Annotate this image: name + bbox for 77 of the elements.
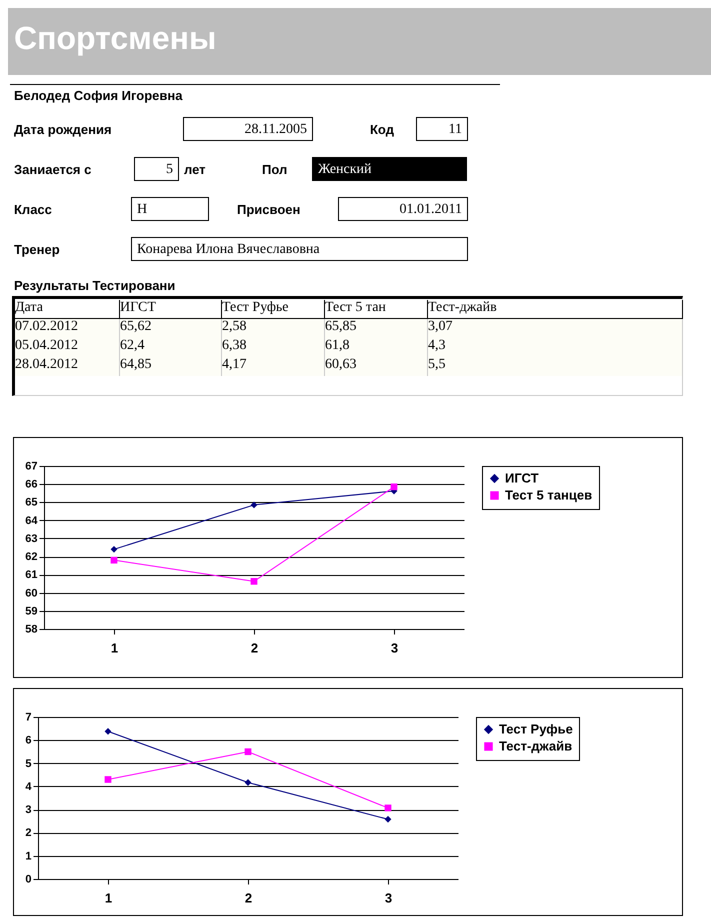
point (104, 728, 112, 735)
text: ИГСТ (120, 300, 222, 319)
y-tick-label: 65 (25, 496, 38, 509)
point (244, 779, 252, 786)
legend-label: Тест 5 танцев (505, 488, 592, 502)
x-tick-label: 1 (104, 890, 112, 906)
text: Пол (262, 162, 288, 177)
text: 3,07 (428, 319, 683, 338)
y-tick-label: 4 (25, 780, 32, 793)
y-tick-label: 3 (25, 804, 32, 816)
text: 65,85 (325, 319, 428, 338)
text: 65,62 (120, 319, 222, 338)
text: 4,17 (222, 357, 325, 376)
y-tick-label: 62 (25, 551, 38, 564)
text: 05.04.2012 (15, 338, 120, 357)
text: 4,3 (428, 338, 683, 357)
point (110, 556, 118, 564)
text: 07.02.2012 (15, 319, 120, 338)
y-tick-label: 61 (25, 569, 38, 582)
text: Присвоен (237, 202, 300, 217)
text: Код (370, 122, 394, 137)
legend-label: ИГСТ (505, 470, 539, 486)
text: 5 (134, 157, 179, 181)
text: 64,85 (120, 357, 222, 376)
y-tick-label: 63 (25, 532, 38, 545)
text: 60,63 (325, 357, 428, 376)
text: Дата (15, 300, 120, 319)
x-tick-label: 2 (244, 890, 252, 906)
point (244, 748, 252, 756)
y-tick-label: 0 (25, 874, 32, 886)
text: Тест Руфье (222, 300, 325, 319)
point (390, 483, 398, 490)
x-tick-label: 2 (250, 640, 258, 656)
text: лет (184, 162, 206, 177)
x-tick-label: 3 (390, 640, 398, 656)
text: Белодед София Игоревна (14, 88, 182, 103)
y-tick-label: 7 (25, 712, 32, 724)
point (110, 546, 118, 553)
text: Заниается с (14, 162, 92, 177)
text: 28.04.2012 (15, 357, 120, 376)
y-tick-label: 58 (25, 624, 38, 636)
y-tick-label: 66 (25, 478, 38, 491)
text: Н (131, 197, 209, 221)
text: 01.01.2011 (338, 197, 468, 221)
y-tick-label: 64 (25, 514, 38, 527)
y-tick-label: 60 (25, 587, 38, 600)
point (384, 816, 392, 823)
legend-label: Тест Руфье (499, 722, 573, 736)
y-tick-label: 6 (25, 734, 32, 747)
y-tick-label: 67 (25, 460, 38, 472)
text: 11 (416, 117, 468, 141)
text: Тест-джайв (428, 300, 683, 319)
text: 2,58 (222, 319, 325, 338)
text: 61,8 (325, 338, 428, 357)
text: Спортсмены (8, 8, 711, 75)
y-tick-label: 5 (25, 758, 32, 770)
x-tick-label: 1 (110, 640, 118, 656)
point (250, 578, 258, 585)
text: 28.11.2005 (183, 117, 313, 141)
y-tick-label: 1 (25, 850, 32, 862)
x-tick-label: 3 (384, 890, 392, 906)
y-tick-label: 2 (25, 827, 32, 840)
text: Тест 5 тан (325, 300, 428, 319)
text: Класс (14, 202, 52, 217)
text: Женский (312, 157, 467, 181)
text: 6,38 (222, 338, 325, 357)
text: Тренер (14, 242, 60, 257)
text: Дата рождения (14, 122, 112, 137)
legend-label: Тест-джайв (499, 738, 572, 754)
y-tick-label: 59 (25, 605, 38, 618)
text: 5,5 (428, 357, 683, 376)
text: Конарева Илона Вячеславовна (131, 237, 468, 261)
point (384, 804, 392, 812)
point (250, 502, 258, 508)
text: Результаты Тестировани (14, 278, 176, 293)
text: 62,4 (120, 338, 222, 357)
point (104, 776, 112, 783)
